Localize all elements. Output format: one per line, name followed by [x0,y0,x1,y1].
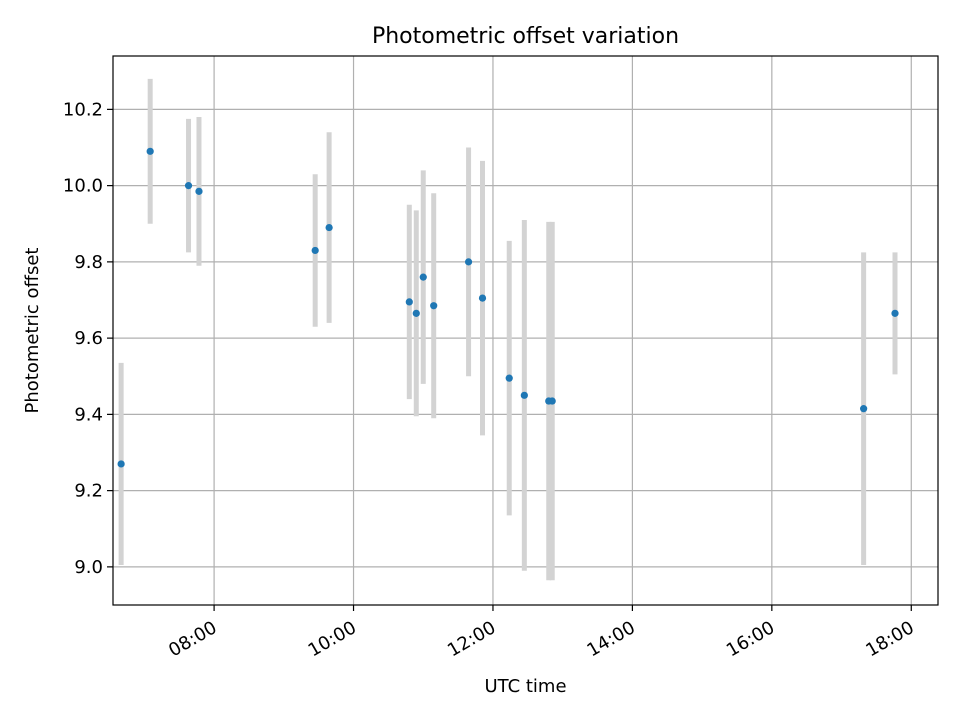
data-point [184,182,193,190]
data-point [117,460,125,468]
y-tick-label: 10.0 [63,176,103,197]
data-point [405,298,413,306]
chart-title: Photometric offset variation [372,24,679,49]
data-point [412,309,420,317]
x-axis-label: UTC time [484,676,566,697]
y-tick-label: 9.0 [74,557,103,578]
data-point [430,302,438,310]
data-point [505,374,513,382]
y-tick-label: 9.4 [74,404,103,425]
data-point [891,309,899,317]
data-point [464,258,473,266]
y-tick-label: 10.2 [63,99,103,120]
y-tick-label: 9.6 [74,328,103,349]
data-point [478,294,487,302]
y-axis-label: Photometric offset [22,248,43,414]
data-point [860,405,868,413]
data-point [195,187,203,195]
data-point [548,397,556,405]
y-tick-label: 9.2 [74,481,103,502]
data-point [520,391,528,399]
data-point [325,223,333,232]
data-point [146,147,154,155]
plot-frame [112,55,939,606]
data-point [311,246,319,255]
data-points [117,147,899,468]
y-tick-label: 9.8 [74,252,103,273]
data-point [419,273,427,281]
